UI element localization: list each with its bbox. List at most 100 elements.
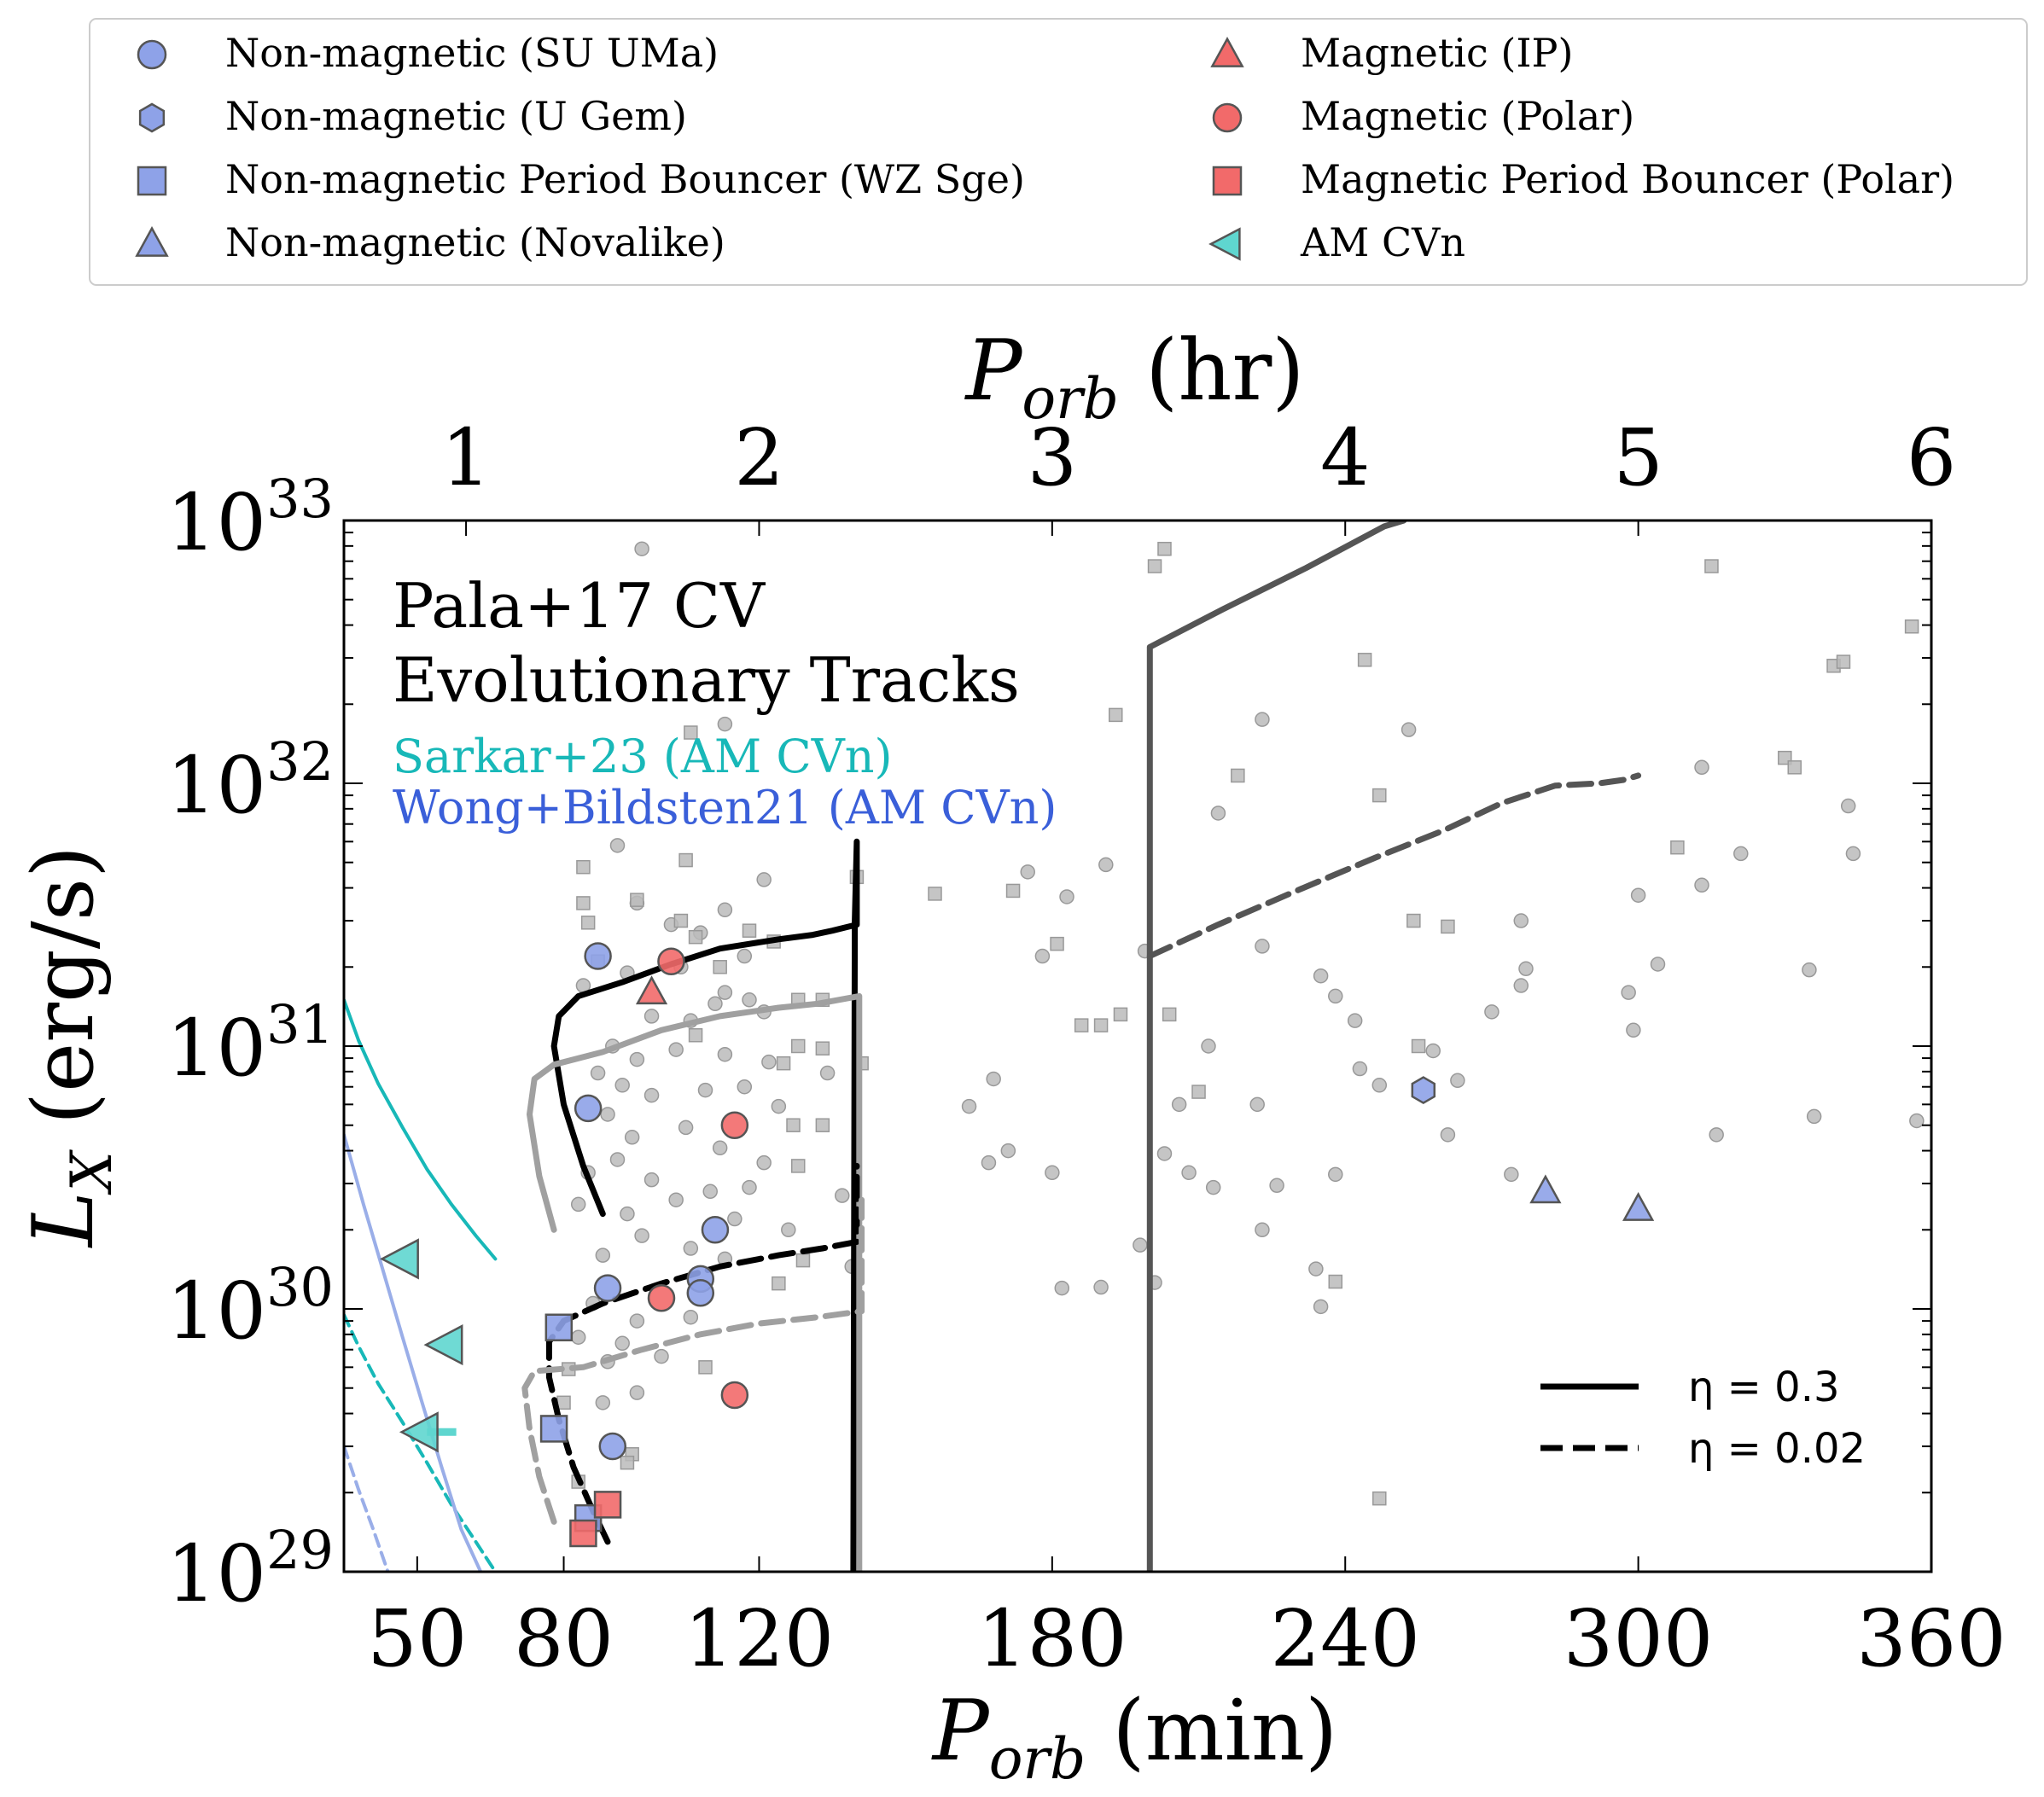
background-point-circle: [570, 1329, 586, 1345]
background-point-square: [1005, 883, 1021, 898]
axis-ticks: 50 80 120 180 240 300 360 1 2 3 4 5 6 1029 1030 1031 103…: [166, 412, 2006, 1684]
legend-marker: [138, 102, 166, 133]
x2-tick-label: 3: [1028, 412, 1078, 503]
background-point-circle: [717, 902, 733, 918]
legend-marker: [1212, 102, 1243, 133]
annotation-subtitle: Evolutionary Tracks: [393, 644, 1020, 716]
background-point-circle: [1313, 1299, 1329, 1315]
background-point-square: [1093, 1018, 1109, 1032]
background-point-circle: [654, 1348, 669, 1364]
background-point-circle: [634, 1228, 649, 1243]
background-point-circle: [1171, 1096, 1187, 1113]
data-point: [574, 1094, 603, 1123]
data-point: [635, 975, 668, 1005]
background-point-square: [684, 725, 698, 740]
track-solid-track_dark: [1146, 520, 1407, 1572]
background-point-square: [556, 1395, 571, 1410]
track-solid-track_grey: [527, 992, 863, 1572]
background-point-circle: [629, 1385, 645, 1400]
data-point: [593, 1491, 622, 1519]
data-point: [593, 1274, 622, 1302]
x-tick-label: 120: [684, 1593, 835, 1684]
background-point-square: [698, 1360, 713, 1375]
data-point: [544, 1313, 574, 1341]
background-point-square: [713, 960, 727, 974]
background-point-circle: [717, 716, 733, 732]
background-point-circle: [614, 1335, 630, 1352]
background-point-circle: [678, 1119, 694, 1136]
track-dashed-sarkar: [344, 1312, 498, 1572]
background-point-circle: [1328, 988, 1343, 1004]
background-point-square: [1372, 788, 1387, 803]
data-point: [657, 947, 685, 976]
background-point-square: [790, 1159, 806, 1173]
background-point-circle: [1020, 864, 1035, 880]
background-point-circle: [595, 1247, 611, 1263]
background-point-circle: [1513, 913, 1529, 928]
background-point-circle: [643, 1087, 660, 1103]
background-point-circle: [742, 1179, 757, 1195]
x-tick-label: 300: [1564, 1593, 1714, 1684]
x2-tick-label: 5: [1613, 412, 1663, 503]
data-point: [423, 1324, 463, 1366]
x-tick-label: 50: [367, 1593, 467, 1684]
background-point-square: [620, 1455, 635, 1470]
background-point-circle: [683, 1241, 699, 1256]
legend: Non-magnetic (SU UMa) Non-magnetic (U Ge…: [89, 18, 2028, 286]
background-point-circle: [1308, 1261, 1324, 1277]
background-point-circle: [1630, 887, 1646, 903]
x2-tick-label: 4: [1320, 412, 1371, 503]
data-point: [598, 1432, 627, 1461]
background-point-circle: [1518, 961, 1534, 977]
background-points: [556, 541, 1925, 1506]
track-dashed-track_dark: [1146, 772, 1642, 959]
background-point-circle: [1450, 1073, 1465, 1089]
background-point-circle: [634, 541, 649, 556]
background-point-circle: [1328, 1166, 1343, 1183]
background-point-circle: [1347, 1013, 1363, 1028]
background-point-circle: [624, 1130, 640, 1145]
background-point-circle: [986, 1071, 1001, 1087]
legend-frame: [89, 18, 2028, 286]
annotation-wong: Wong+Bildsten21 (AM CVn): [393, 781, 1057, 835]
background-point-square: [1406, 913, 1421, 928]
background-point-circle: [1694, 877, 1709, 893]
x2-axis-title: Porb (hr): [964, 323, 1304, 432]
legend-label: Non-magnetic Period Bouncer (WZ Sge): [225, 156, 1025, 202]
background-point-circle: [1000, 1143, 1016, 1159]
background-point-circle: [1425, 1043, 1441, 1059]
background-point-circle: [1371, 1078, 1388, 1093]
annotation-title: Pala+17 CV: [393, 570, 766, 642]
background-point-circle: [1269, 1178, 1284, 1194]
eta-solid-label: η = 0.3: [1688, 1364, 1840, 1411]
background-point-square: [1108, 707, 1123, 723]
background-point-circle: [620, 1206, 635, 1222]
background-point-circle: [981, 1154, 997, 1171]
background-point-square: [1411, 1038, 1426, 1054]
legend-label: Non-magnetic (Novalike): [225, 219, 725, 265]
background-point-circle: [609, 838, 626, 853]
eta-dashed-label: η = 0.02: [1688, 1425, 1866, 1473]
background-point-circle: [708, 996, 723, 1012]
background-point-circle: [1045, 1165, 1060, 1181]
background-point-circle: [1093, 1279, 1109, 1295]
background-point-square: [1328, 1274, 1343, 1289]
background-point-circle: [835, 1188, 850, 1203]
track-solid-wong_line: [344, 1132, 483, 1572]
data-point: [1411, 1076, 1436, 1105]
background-point-circle: [629, 1051, 645, 1067]
background-point-square: [688, 929, 703, 945]
background-point-square: [1670, 840, 1685, 855]
background-point-square: [1372, 1491, 1387, 1506]
background-point-square: [1357, 653, 1372, 667]
background-point-square: [1441, 919, 1455, 934]
background-point-circle: [1313, 968, 1329, 984]
background-point-square: [790, 1038, 806, 1054]
data-point: [720, 1111, 749, 1139]
y-tick-label: 1029: [166, 1519, 334, 1620]
background-point-square: [1074, 1018, 1089, 1032]
background-point-circle: [1401, 722, 1417, 737]
legend-label: Non-magnetic (U Gem): [225, 93, 687, 139]
background-point-square: [576, 859, 591, 875]
background-point-circle: [1181, 1165, 1197, 1181]
